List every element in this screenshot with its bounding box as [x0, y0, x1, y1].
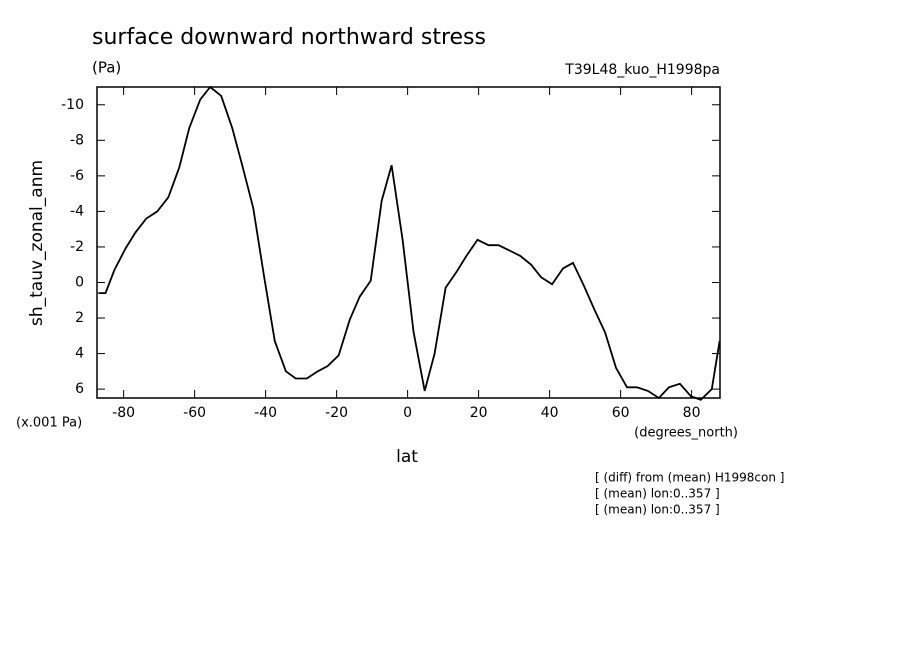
- data-line: [98, 85, 721, 401]
- y-tick-label: 2: [75, 310, 84, 326]
- y-tick-label: 6: [75, 381, 84, 397]
- y-axis-label: sh_tauv_zonal_anm: [27, 160, 47, 326]
- x-tick-label: -60: [183, 405, 206, 421]
- note: [ (mean) lon:0..357 ]: [595, 503, 720, 517]
- x-tick-label: 60: [612, 405, 630, 421]
- y-tick-label: -2: [70, 239, 84, 255]
- y-tick-label: 0: [75, 274, 84, 290]
- note: [ (mean) lon:0..357 ]: [595, 487, 720, 501]
- x-axis-label: lat: [396, 447, 418, 467]
- y-tick-label: -4: [70, 203, 84, 219]
- x-tick-label: -80: [112, 405, 135, 421]
- unit-label: (Pa): [92, 59, 121, 77]
- x-tick-label: -20: [325, 405, 348, 421]
- x-tick-label: -40: [254, 405, 277, 421]
- x-tick-label: 80: [683, 405, 701, 421]
- note: [ (diff) from (mean) H1998con ]: [595, 471, 784, 485]
- x-tick-label: 20: [470, 405, 488, 421]
- plot-frame: [96, 86, 721, 399]
- x-tick-label: 0: [403, 405, 412, 421]
- x-unit-label: (degrees_north): [634, 426, 738, 441]
- experiment-label: T39L48_kuo_H1998pa: [564, 62, 720, 78]
- x-tick-label: 40: [541, 405, 559, 421]
- y-scale-note: (x.001 Pa): [16, 416, 82, 431]
- y-tick-label: -10: [61, 97, 84, 113]
- y-tick-label: -6: [70, 168, 84, 184]
- y-tick-label: -8: [70, 132, 84, 148]
- chart-title: surface downward northward stress: [92, 25, 486, 50]
- y-tick-label: 4: [75, 346, 84, 362]
